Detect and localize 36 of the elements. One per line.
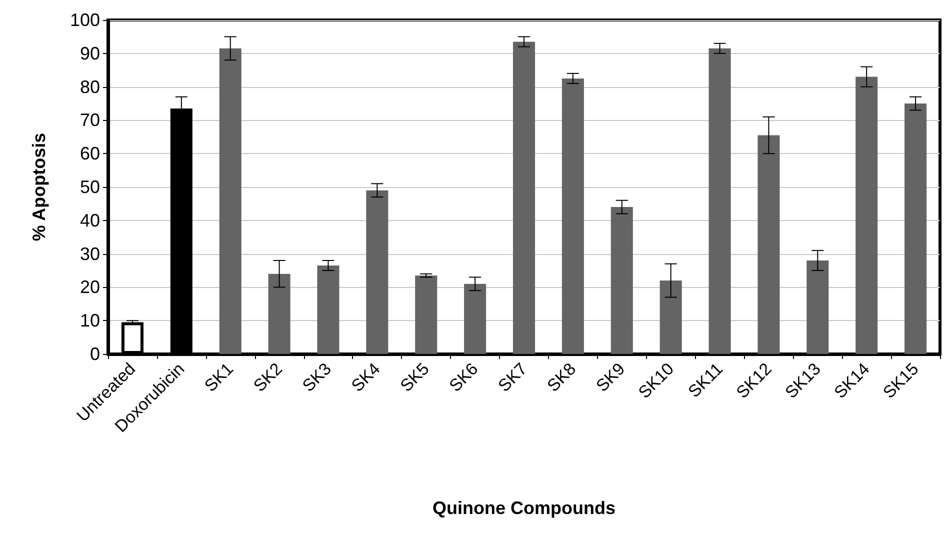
x-tick-label: SK3 (298, 359, 335, 396)
y-tick-label: 10 (80, 310, 100, 331)
bar (610, 207, 633, 354)
x-tick-label: SK2 (250, 359, 286, 396)
bar (366, 190, 388, 354)
bar (806, 260, 829, 354)
y-tick-label: 30 (80, 244, 100, 264)
x-axis-title: Quinone Compounds (432, 498, 616, 518)
bar (904, 104, 927, 354)
bar (415, 276, 438, 354)
x-tick-label: SK9 (592, 359, 629, 396)
x-tick-label: SK1 (200, 359, 238, 396)
x-tick-label: SK4 (348, 359, 384, 396)
y-axis-title: % Apoptosis (29, 132, 49, 242)
x-tick-label: SK6 (446, 359, 482, 396)
y-tick-label: 60 (80, 144, 100, 164)
bar (708, 48, 731, 354)
y-tick-label: 0 (90, 344, 100, 364)
y-tick-label: 40 (80, 210, 100, 230)
bar (268, 274, 290, 354)
bar (464, 284, 486, 354)
x-tick-label: SK8 (544, 359, 580, 396)
bar (856, 76, 878, 354)
bar (317, 265, 340, 354)
y-tick-label: 100 (70, 10, 100, 30)
x-tick-label: SK5 (396, 359, 433, 396)
bar (758, 135, 780, 354)
bar (660, 280, 682, 354)
bar (562, 78, 584, 354)
y-tick-label: 50 (80, 177, 100, 197)
bar (219, 48, 242, 354)
y-tick-label: 20 (80, 277, 100, 298)
y-tick-label: 80 (80, 76, 100, 97)
y-tick-label: 90 (80, 43, 100, 64)
bar (512, 42, 536, 354)
y-tick-label: 70 (80, 110, 100, 130)
